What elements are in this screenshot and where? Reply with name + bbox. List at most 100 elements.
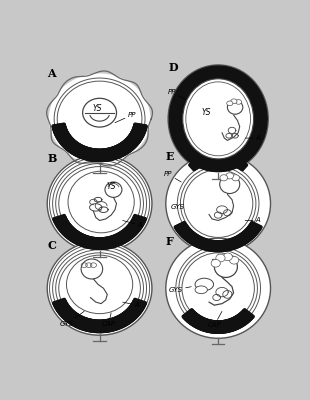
Circle shape [192,167,194,170]
Circle shape [96,155,98,157]
Circle shape [174,141,177,143]
Circle shape [111,318,113,321]
Circle shape [102,328,104,331]
Circle shape [83,321,86,323]
Circle shape [260,124,262,126]
Circle shape [186,235,189,238]
Circle shape [132,313,135,316]
Circle shape [141,307,144,310]
Circle shape [206,242,209,245]
Circle shape [80,153,82,155]
Circle shape [66,319,69,322]
Circle shape [80,151,83,154]
Circle shape [254,231,256,234]
Circle shape [253,109,255,112]
Circle shape [99,154,101,156]
Circle shape [212,160,214,162]
Circle shape [225,67,228,69]
Circle shape [65,147,67,149]
Circle shape [207,159,210,162]
Circle shape [246,85,249,88]
Circle shape [192,236,194,238]
Circle shape [204,76,206,78]
Circle shape [189,229,191,232]
Circle shape [202,243,204,245]
Circle shape [117,325,119,328]
Circle shape [137,300,140,302]
Circle shape [254,147,257,150]
Circle shape [184,223,186,226]
Circle shape [242,78,245,80]
Circle shape [248,88,250,90]
Circle shape [249,142,251,144]
Circle shape [69,145,72,147]
Circle shape [80,237,82,239]
Circle shape [241,318,243,321]
Circle shape [74,316,76,319]
Circle shape [92,325,95,327]
Circle shape [235,157,237,160]
Circle shape [254,115,256,117]
Circle shape [213,324,216,326]
Circle shape [264,110,267,112]
Circle shape [250,82,252,84]
Circle shape [243,154,245,156]
Circle shape [77,324,80,326]
Circle shape [228,162,230,164]
Circle shape [210,244,212,247]
Circle shape [194,235,196,238]
Circle shape [197,74,199,77]
Circle shape [243,309,246,312]
Circle shape [179,230,182,233]
Circle shape [244,165,246,167]
Circle shape [175,130,178,132]
Circle shape [201,155,203,157]
Circle shape [239,80,241,83]
Circle shape [57,219,60,221]
Circle shape [57,138,60,140]
Circle shape [240,323,242,325]
Circle shape [232,68,234,71]
Circle shape [204,158,206,160]
Circle shape [210,327,213,330]
Circle shape [72,141,74,144]
Circle shape [117,240,120,242]
Circle shape [83,328,86,330]
Circle shape [235,320,237,322]
Circle shape [255,111,257,113]
Circle shape [237,83,240,85]
Circle shape [191,317,194,319]
Circle shape [192,234,194,236]
Circle shape [101,158,104,160]
Circle shape [70,322,73,324]
Circle shape [253,89,255,91]
Circle shape [259,127,262,130]
Circle shape [221,326,223,328]
Circle shape [105,149,108,151]
Circle shape [203,160,205,162]
Circle shape [72,236,74,238]
Circle shape [200,322,202,325]
Circle shape [107,153,109,155]
Circle shape [206,248,209,250]
Circle shape [102,324,104,326]
Circle shape [203,243,205,245]
Circle shape [107,159,109,161]
Circle shape [199,78,201,80]
Circle shape [236,242,238,245]
Circle shape [248,314,250,317]
Circle shape [142,128,145,130]
Circle shape [200,76,202,78]
Circle shape [187,313,189,315]
Circle shape [225,159,227,161]
Circle shape [187,240,189,242]
Circle shape [175,118,178,120]
Circle shape [226,247,228,250]
Circle shape [137,307,140,310]
Circle shape [257,131,259,133]
Circle shape [202,246,204,248]
Circle shape [260,107,263,109]
Circle shape [121,320,123,322]
Circle shape [129,312,131,314]
Circle shape [190,316,192,318]
